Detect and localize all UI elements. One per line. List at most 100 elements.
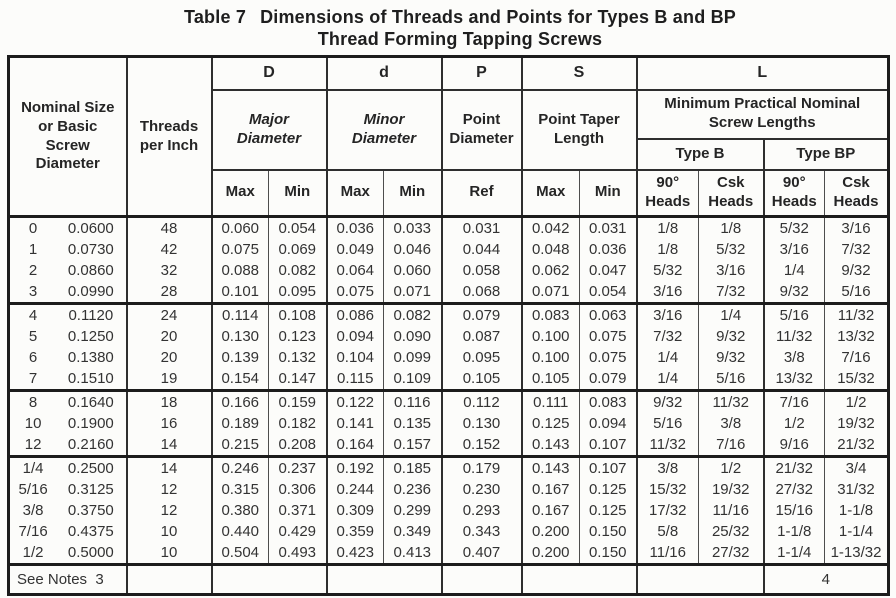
cell-minor-max: 0.036 — [325, 216, 384, 239]
cell-threads-per-inch: 48 — [125, 216, 212, 239]
nominal-size-decimal: 0.0860 — [67, 262, 114, 279]
cell-point-ref: 0.293 — [440, 500, 522, 521]
header-row-types: Type B Type BP — [9, 138, 889, 171]
cell-typeb-90-heads: 1/4 — [635, 368, 699, 391]
cell-threads-per-inch: 28 — [125, 281, 212, 304]
cell-typebp-csk-heads: 11/32 — [824, 303, 889, 326]
nominal-size-decimal: 0.0600 — [67, 220, 114, 237]
cell-major-max: 0.380 — [210, 500, 269, 521]
cell-typebp-90-heads: 9/32 — [762, 281, 825, 304]
cell-major-min: 0.429 — [268, 521, 327, 542]
cell-minor-max: 0.075 — [325, 281, 384, 304]
col-header-letter-L: L — [635, 56, 889, 91]
cell-taper-max: 0.200 — [520, 542, 580, 565]
cell-threads-per-inch: 14 — [125, 456, 212, 479]
cell-threads-per-inch: 12 — [125, 479, 212, 500]
nominal-size-decimal: 0.3750 — [67, 502, 114, 519]
cell-taper-max: 0.167 — [520, 500, 580, 521]
table-row: 7 0.1510 19 0.154 0.147 0.115 0.109 0.105 0.105 0… — [9, 368, 889, 391]
col-header-minor-max: Max — [325, 169, 384, 217]
cell-minor-max: 0.049 — [325, 239, 384, 260]
footer-see-notes: See Notes 3 — [17, 571, 104, 588]
cell-taper-min: 0.107 — [579, 434, 637, 457]
table-row: 7/16 0.4375 10 0.440 0.429 0.359 0.349 0.343 0.2… — [9, 521, 889, 542]
cell-nominal-size: 1 0.0730 — [9, 239, 127, 260]
cell-taper-min: 0.094 — [579, 413, 637, 434]
cell-taper-max: 0.042 — [520, 216, 580, 239]
cell-minor-min: 0.236 — [383, 479, 442, 500]
cell-threads-per-inch: 16 — [125, 413, 212, 434]
cell-threads-per-inch: 20 — [125, 326, 212, 347]
col-header-letter-S: S — [520, 56, 637, 91]
cell-taper-max: 0.048 — [520, 239, 580, 260]
cell-taper-min: 0.075 — [579, 326, 637, 347]
nominal-size-decimal: 0.2160 — [67, 436, 114, 453]
nominal-size-number: 10 — [24, 415, 42, 432]
cell-typebp-90-heads: 1/4 — [762, 260, 825, 281]
cell-typeb-csk-heads: 9/32 — [698, 347, 764, 368]
cell-typebp-csk-heads: 3/4 — [824, 456, 889, 479]
table-header: Nominal Size or Basic Screw Diameter Thr… — [9, 56, 889, 217]
cell-typeb-90-heads: 7/32 — [635, 326, 699, 347]
cell-typebp-csk-heads: 1/2 — [824, 390, 889, 413]
nominal-size-number: 3/8 — [22, 502, 44, 519]
cell-typebp-90-heads: 27/32 — [762, 479, 825, 500]
nominal-size-decimal: 0.1120 — [68, 307, 114, 324]
table-row: 4 0.1120 24 0.114 0.108 0.086 0.082 0.079 0.083 0… — [9, 303, 889, 326]
cell-taper-min: 0.047 — [579, 260, 637, 281]
cell-minor-max: 0.192 — [325, 456, 384, 479]
cell-typebp-csk-heads: 5/16 — [824, 281, 889, 304]
nominal-size-decimal: 0.1640 — [67, 394, 114, 411]
footer-empty-major — [210, 564, 327, 595]
cell-typeb-csk-heads: 9/32 — [698, 326, 764, 347]
cell-typeb-90-heads: 11/32 — [635, 434, 699, 457]
cell-typeb-csk-heads: 1/4 — [698, 303, 764, 326]
cell-major-max: 0.154 — [210, 368, 269, 391]
cell-taper-max: 0.143 — [520, 434, 580, 457]
nominal-size-number: 12 — [24, 436, 42, 453]
cell-major-max: 0.060 — [210, 216, 269, 239]
cell-taper-min: 0.150 — [579, 521, 637, 542]
cell-typebp-csk-heads: 15/32 — [824, 368, 889, 391]
cell-typeb-csk-heads: 5/32 — [698, 239, 764, 260]
cell-minor-min: 0.090 — [383, 326, 442, 347]
cell-typebp-90-heads: 15/16 — [762, 500, 825, 521]
cell-typeb-csk-heads: 1/8 — [698, 216, 764, 239]
table-row: 3 0.0990 28 0.101 0.095 0.075 0.071 0.068 0.071 0… — [9, 281, 889, 304]
cell-typebp-90-heads: 1-1/4 — [762, 542, 825, 565]
cell-major-max: 0.246 — [210, 456, 269, 479]
cell-major-max: 0.088 — [210, 260, 269, 281]
col-header-point-diameter: Point Diameter — [440, 89, 522, 171]
nominal-size-number: 8 — [28, 394, 38, 411]
nominal-size-decimal: 0.1510 — [67, 370, 114, 387]
col-header-major-max: Max — [210, 169, 269, 217]
table-row: 10 0.1900 16 0.189 0.182 0.141 0.135 0.130 0.125… — [9, 413, 889, 434]
nominal-size-decimal: 0.1900 — [67, 415, 114, 432]
cell-point-ref: 0.112 — [440, 390, 522, 413]
cell-major-max: 0.504 — [210, 542, 269, 565]
cell-nominal-size: 10 0.1900 — [9, 413, 127, 434]
cell-minor-min: 0.185 — [383, 456, 442, 479]
cell-typebp-90-heads: 21/32 — [762, 456, 825, 479]
col-header-taper-max: Max — [520, 169, 580, 217]
cell-typeb-csk-heads: 3/8 — [698, 413, 764, 434]
col-header-minor-diameter: Minor Diameter — [325, 89, 442, 171]
cell-minor-min: 0.349 — [383, 521, 442, 542]
cell-typeb-90-heads: 3/16 — [635, 281, 699, 304]
table-row: 2 0.0860 32 0.088 0.082 0.064 0.060 0.058 0.062 0… — [9, 260, 889, 281]
cell-typebp-csk-heads: 9/32 — [824, 260, 889, 281]
cell-nominal-size: 7/16 0.4375 — [9, 521, 127, 542]
table-row: 5 0.1250 20 0.130 0.123 0.094 0.090 0.087 0.100 0… — [9, 326, 889, 347]
cell-typebp-csk-heads: 7/16 — [824, 347, 889, 368]
cell-major-max: 0.315 — [210, 479, 269, 500]
nominal-size-number: 7/16 — [18, 523, 48, 540]
cell-threads-per-inch: 14 — [125, 434, 212, 457]
cell-taper-min: 0.125 — [579, 479, 637, 500]
cell-nominal-size: 2 0.0860 — [9, 260, 127, 281]
cell-minor-max: 0.141 — [325, 413, 384, 434]
footer-note-number: 4 — [762, 564, 889, 595]
footer-empty-point — [440, 564, 522, 595]
col-header-major-diameter: Major Diameter — [210, 89, 327, 171]
cell-typeb-csk-heads: 11/16 — [698, 500, 764, 521]
cell-major-max: 0.215 — [210, 434, 269, 457]
